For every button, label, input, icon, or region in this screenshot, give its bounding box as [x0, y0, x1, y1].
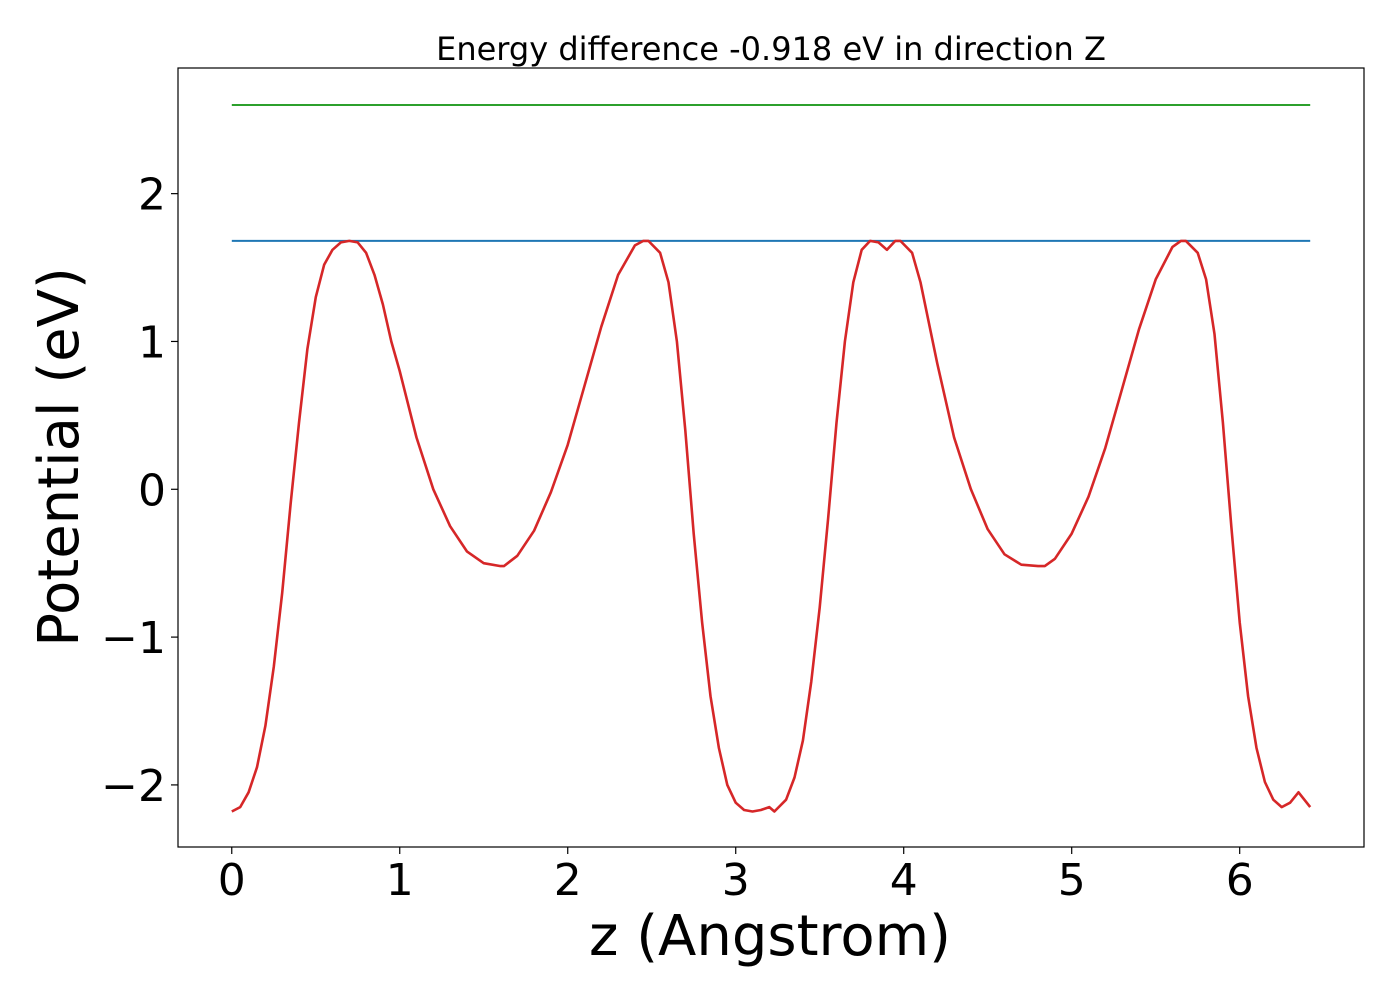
x-axis-label: z (Angstrom) — [589, 904, 951, 969]
plot-area: 0 1 2 3 4 5 6 −2 −1 0 1 2 — [101, 67, 1365, 906]
y-tick-label: 0 — [138, 465, 166, 516]
x-tick-label: 1 — [386, 855, 414, 906]
x-axis-ticks: 0 1 2 3 4 5 6 — [218, 847, 1254, 906]
chart-title: Energy difference -0.918 eV in direction… — [436, 30, 1106, 68]
x-tick-label: 2 — [554, 855, 582, 906]
x-tick-label: 4 — [890, 855, 918, 906]
x-tick-label: 0 — [218, 855, 246, 906]
y-tick-label: 1 — [138, 317, 166, 368]
x-tick-label: 6 — [1226, 855, 1254, 906]
plot-frame — [177, 67, 1365, 848]
series-layer — [231, 104, 1312, 813]
x-tick-label: 3 — [722, 855, 750, 906]
y-tick-label: −1 — [101, 613, 166, 664]
x-tick-label: 5 — [1058, 855, 1086, 906]
series-line-potential — [231, 239, 1312, 813]
y-tick-label: −2 — [101, 761, 166, 812]
y-axis-label: Potential (eV) — [27, 267, 92, 647]
y-axis-ticks: −2 −1 0 1 2 — [101, 170, 178, 812]
y-tick-label: 2 — [138, 170, 166, 221]
